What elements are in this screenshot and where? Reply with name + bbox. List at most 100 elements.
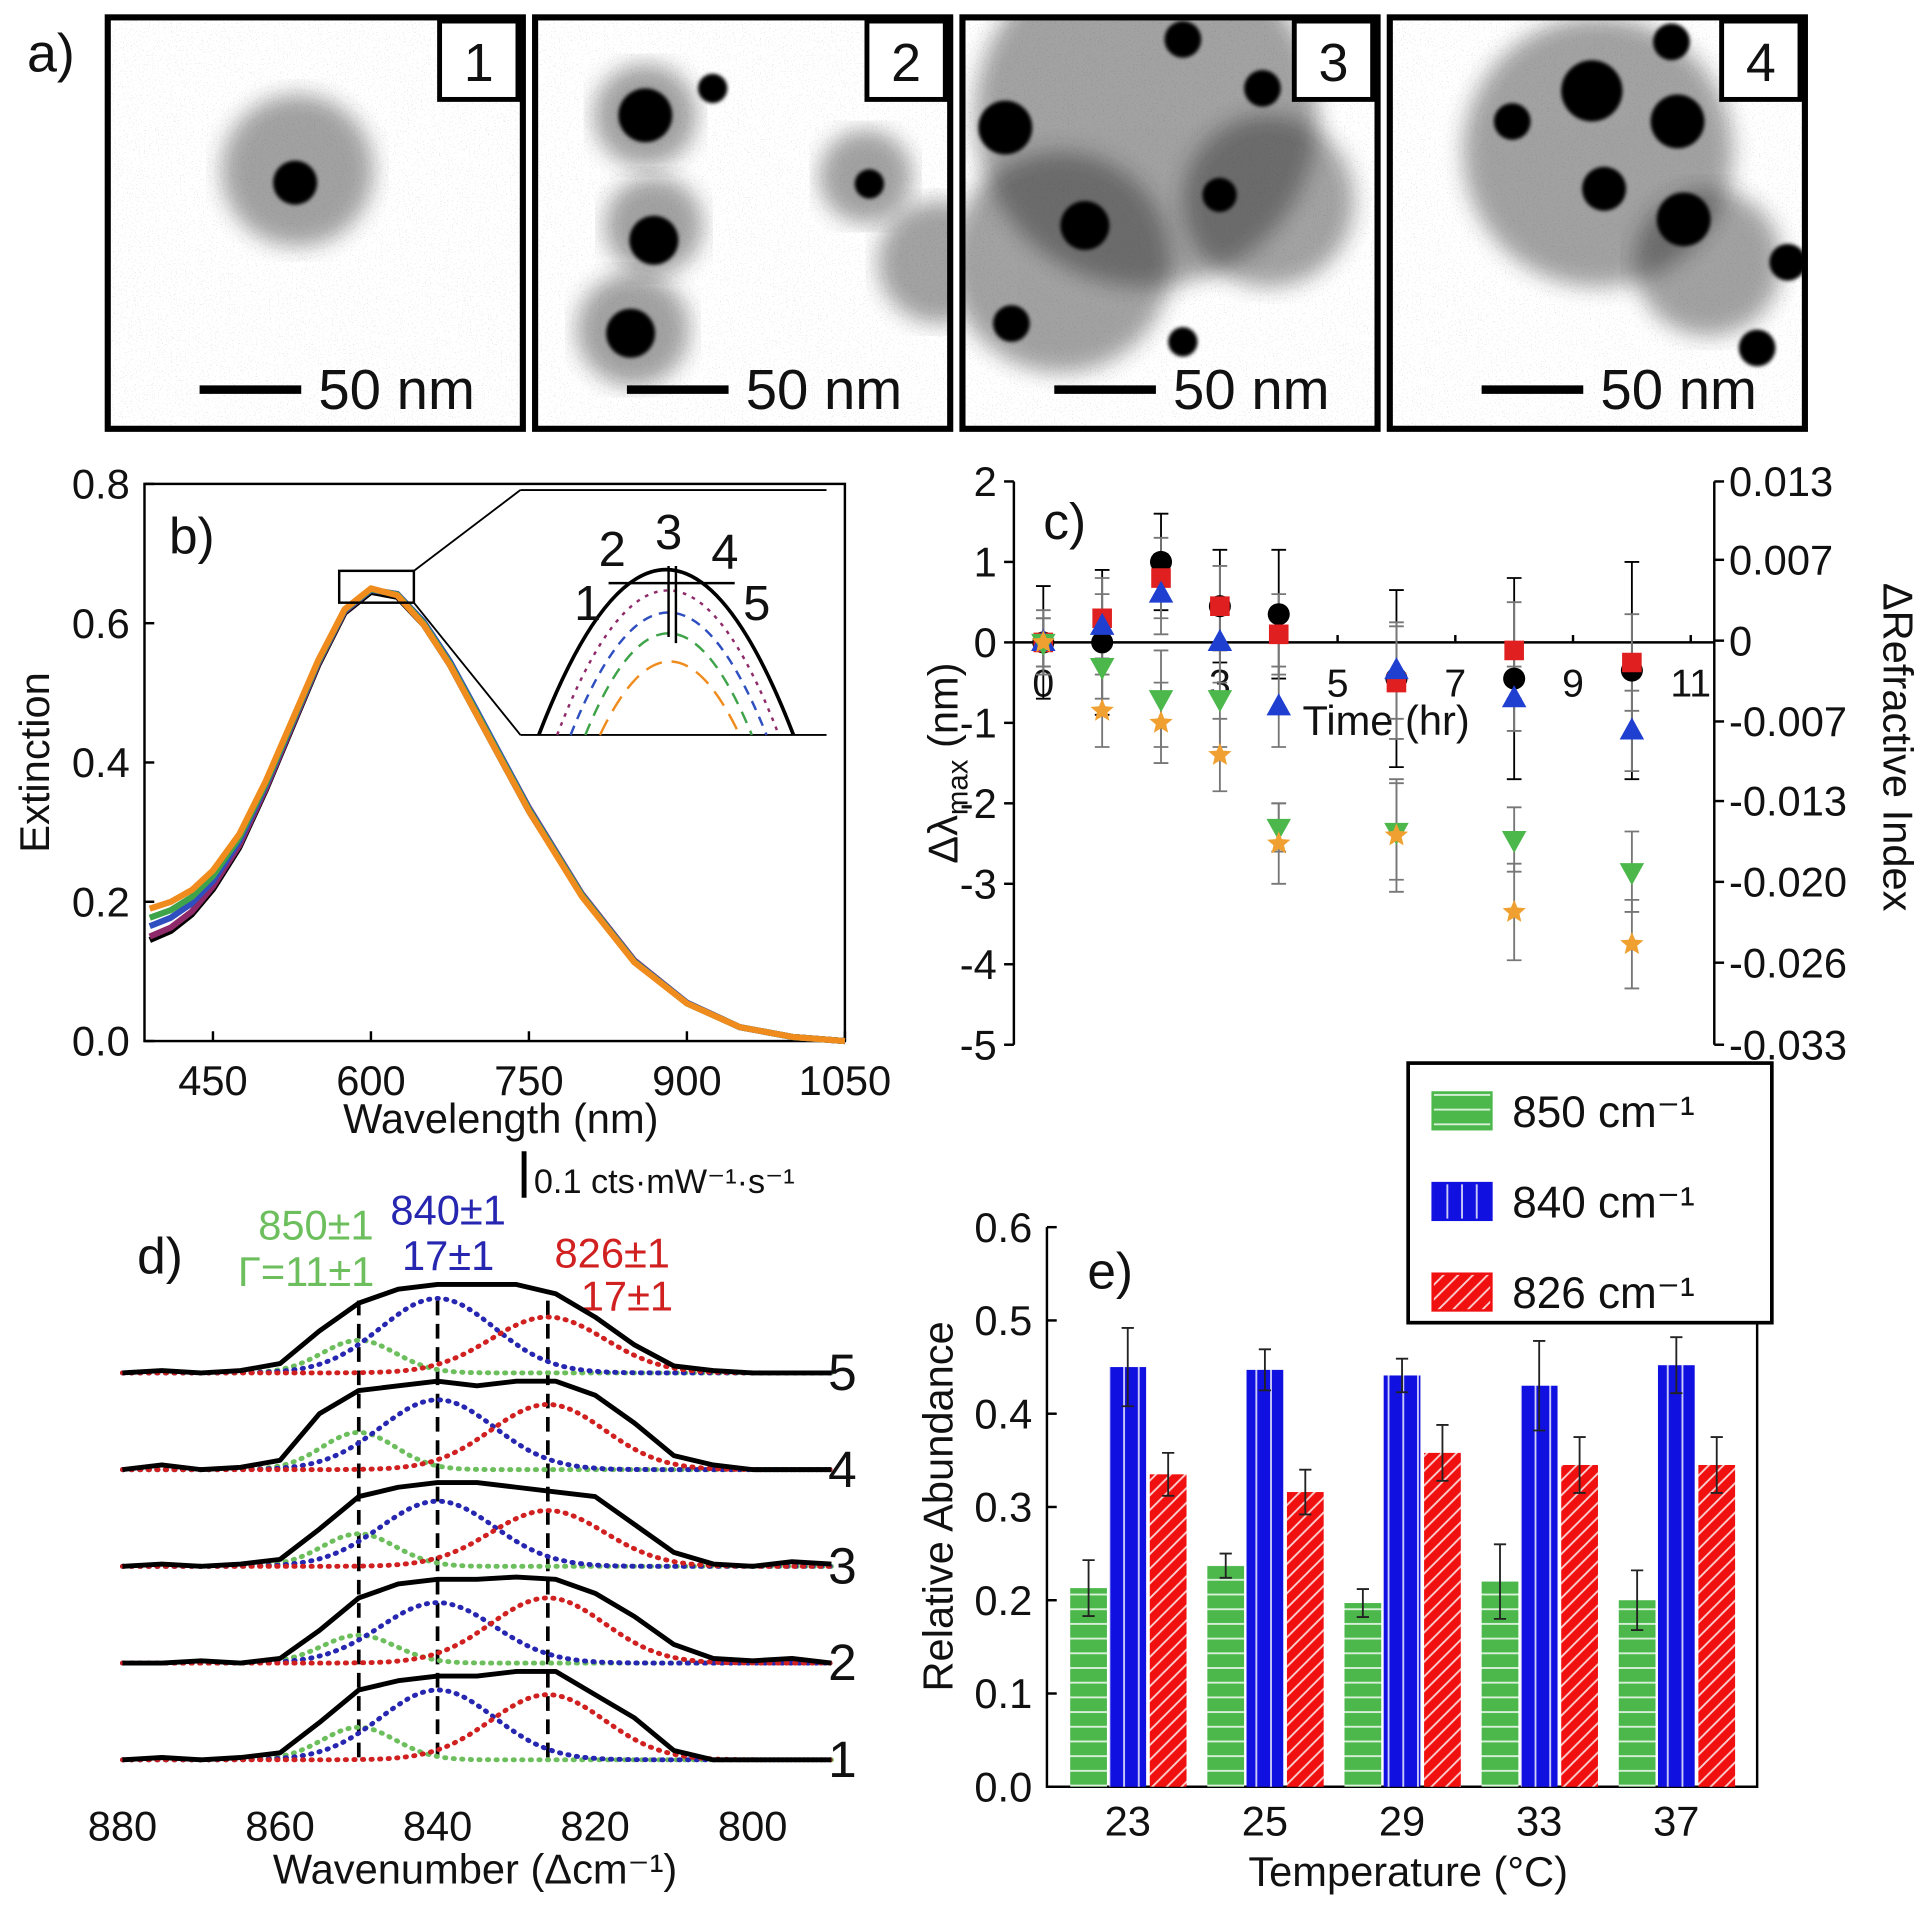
trace-label: 5 — [828, 1343, 857, 1401]
number-box — [1291, 18, 1376, 102]
x-tick-label: 37 — [1653, 1798, 1699, 1845]
particle-core — [629, 215, 679, 265]
spectrum-line — [122, 1668, 832, 1763]
fit-component — [120, 1687, 834, 1763]
width-label: 17±1 — [402, 1232, 494, 1279]
x-tick-label: 860 — [245, 1803, 314, 1850]
zoom-box — [337, 569, 416, 604]
data-point — [1622, 652, 1642, 673]
bar — [1520, 1385, 1558, 1787]
particle-core — [1738, 329, 1776, 367]
data-point — [1619, 717, 1645, 740]
width-label: Γ=11±1 — [238, 1248, 374, 1295]
data-point — [1503, 667, 1526, 690]
particle-shell — [877, 201, 951, 324]
y-tick-label: 0.1 — [974, 1670, 1032, 1717]
particle-core — [1202, 177, 1237, 213]
x-tick-label: 29 — [1379, 1798, 1425, 1845]
data-point — [1266, 693, 1291, 716]
panel-label: e) — [1087, 1241, 1133, 1299]
particle-core — [993, 305, 1030, 342]
y-tick-label: -3 — [960, 860, 997, 907]
particle-core — [978, 100, 1033, 155]
inset-label: 1 — [574, 577, 601, 631]
particle-core — [1653, 23, 1690, 61]
y2-tick-label: -0.013 — [1729, 778, 1847, 825]
number-box — [437, 18, 521, 102]
inset-label: 5 — [743, 577, 770, 631]
bar — [1149, 1474, 1187, 1787]
data-point — [1208, 742, 1232, 765]
y2-tick-label: -0.033 — [1729, 1021, 1847, 1068]
data-point — [1620, 931, 1644, 954]
y-axis-label: Δλmax (nm) — [920, 662, 975, 863]
error-bar — [1493, 1543, 1507, 1620]
error-bar — [1299, 1468, 1312, 1516]
bar — [1286, 1492, 1324, 1787]
y2-tick-label: -0.020 — [1729, 859, 1847, 906]
x-axis-label: Temperature (°C) — [1248, 1848, 1568, 1895]
y2-tick-label: -0.026 — [1729, 939, 1847, 986]
error-bar — [1533, 1340, 1546, 1432]
bar — [1561, 1465, 1598, 1787]
x-axis-label: Wavenumber (Δcm⁻¹) — [273, 1846, 677, 1893]
trace-label: 4 — [828, 1440, 857, 1498]
data-point — [1210, 596, 1230, 616]
data-point — [1267, 603, 1290, 626]
particle-core — [697, 73, 728, 104]
x-tick-label: 25 — [1242, 1798, 1288, 1845]
data-point — [1268, 624, 1289, 645]
image-number: 2 — [891, 33, 921, 93]
micrograph-border — [532, 14, 954, 432]
fit-component — [120, 1295, 834, 1376]
error-bar — [1356, 1588, 1369, 1618]
zoom-line — [413, 602, 522, 736]
y2-tick-label: 0 — [1729, 617, 1752, 664]
error-bar — [1631, 1569, 1644, 1631]
spectrum-line — [122, 1378, 832, 1473]
micrograph — [535, 17, 951, 429]
scale-bar-label: 50 nm — [1173, 358, 1330, 421]
particle-core — [1244, 70, 1281, 107]
inset-label: 4 — [711, 525, 738, 579]
fit-component — [120, 1595, 834, 1666]
peak-label: 840±1 — [390, 1187, 505, 1234]
error-bar — [1670, 1336, 1683, 1395]
error-bar — [1121, 1326, 1134, 1408]
micrograph-border — [104, 14, 526, 432]
data-point — [1619, 863, 1645, 886]
error-bar — [1710, 1436, 1723, 1494]
bar — [1246, 1369, 1284, 1787]
y-tick-label: -1 — [960, 700, 997, 747]
y-tick-label: 0.4 — [72, 739, 130, 786]
error-bar — [1258, 1348, 1272, 1392]
data-point — [1148, 690, 1174, 713]
inset-curve — [598, 660, 741, 736]
y2-tick-label: -0.007 — [1729, 698, 1847, 745]
x-axis-label: Wavelength (nm) — [343, 1095, 658, 1142]
scale-bar-label: 50 nm — [746, 358, 903, 421]
y-tick-label: 2 — [974, 458, 997, 505]
y-axis-label-unit: (nm) — [920, 662, 967, 759]
panel-label: c) — [1043, 492, 1086, 550]
bar — [1657, 1365, 1695, 1787]
y-tick-label: 0.3 — [974, 1484, 1032, 1531]
peak-label: 850±1 — [258, 1201, 373, 1248]
particle-core — [1493, 103, 1531, 140]
x-tick-label: 7 — [1444, 662, 1466, 705]
legend-swatch — [1431, 1272, 1493, 1312]
particle-core — [606, 308, 656, 358]
trace-label: 1 — [828, 1730, 857, 1788]
particle-core — [854, 169, 885, 199]
image-number: 1 — [464, 33, 494, 93]
x-tick-label: 450 — [178, 1057, 247, 1104]
legend-label: 850 cm⁻¹ — [1512, 1088, 1695, 1137]
bar — [1344, 1603, 1382, 1787]
particle-core — [273, 160, 318, 205]
particle-core — [1561, 60, 1623, 122]
y-tick-label: -2 — [960, 780, 997, 827]
particle-core — [618, 88, 673, 143]
y-tick-label: -4 — [960, 941, 997, 988]
legend-swatch — [1431, 1181, 1493, 1222]
